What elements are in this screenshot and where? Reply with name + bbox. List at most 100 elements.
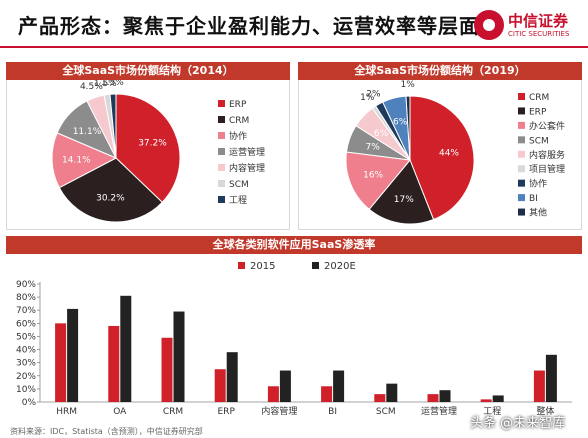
legend-swatch xyxy=(518,107,525,115)
legend-label: 工程 xyxy=(229,195,247,206)
legend-label: CRM xyxy=(529,93,549,103)
pie-slice-label: 1% xyxy=(360,93,375,103)
pie-2014-chart: 37.2% 30.2% 14.1% 11.1% 4.5%1.5%1.5% ERP CRM 协作… xyxy=(51,80,265,223)
x-tick-label: 整体 xyxy=(536,405,554,417)
pie-slice-label: 1.5% xyxy=(101,80,124,88)
x-tick-label: 工程 xyxy=(483,406,501,417)
page-title: 产品形态：聚焦于企业盈利能力、运营效率等层面 xyxy=(18,14,480,38)
legend-swatch xyxy=(518,165,525,173)
legend-swatch xyxy=(518,93,525,100)
bar-2020E-4 xyxy=(279,370,291,402)
legend-label: SCM xyxy=(529,136,549,146)
legend-label: 协作 xyxy=(229,130,247,142)
pie-2014-title: 全球SaaS市场份额结构（2014） xyxy=(6,62,290,80)
legend-label: 协作 xyxy=(529,178,547,190)
pie-slice-8 xyxy=(405,95,411,161)
pie-slice-2 xyxy=(345,151,411,211)
legend-label: 内容管理 xyxy=(229,162,265,174)
pie-slice-label: 6% xyxy=(374,129,389,139)
legend-label: 其他 xyxy=(529,207,547,219)
bar-2015-5 xyxy=(321,386,333,402)
pie-slice-1 xyxy=(368,159,435,225)
bar-2020E-5 xyxy=(333,370,345,402)
brand-logo: 中信证券 CITIC SECURITIES xyxy=(474,6,584,46)
legend-swatch xyxy=(518,121,525,129)
y-tick-label: 50% xyxy=(16,332,36,342)
header-rule xyxy=(0,46,588,48)
pie-slice-label: 1.5% xyxy=(94,80,117,89)
legend-swatch xyxy=(218,164,225,171)
bar-legend-label: 2020E xyxy=(324,261,356,272)
x-tick-label: HRM xyxy=(56,407,77,417)
y-tick-label: 80% xyxy=(16,293,36,303)
legend-label: ERP xyxy=(529,107,547,117)
bar-2015-4 xyxy=(267,386,279,402)
legend-swatch xyxy=(518,150,525,158)
x-tick-label: 运营管理 xyxy=(421,405,457,417)
y-tick-label: 20% xyxy=(16,372,36,382)
x-tick-label: BI xyxy=(328,407,337,417)
y-tick-label: 30% xyxy=(16,359,36,369)
bar-2020E-7 xyxy=(439,390,451,402)
pie-slice-2 xyxy=(51,132,118,189)
x-tick-label: CRM xyxy=(163,407,183,417)
bar-2015-0 xyxy=(55,323,67,402)
legend-swatch xyxy=(518,208,525,216)
bar-2015-1 xyxy=(108,325,120,402)
bar-legend-swatch xyxy=(238,262,245,269)
bar-2020E-6 xyxy=(386,383,398,402)
bar-2015-7 xyxy=(427,394,439,402)
legend-swatch xyxy=(218,100,225,107)
pie-slice-6 xyxy=(109,93,117,159)
bar-2015-9 xyxy=(533,370,545,402)
bar-2020E-3 xyxy=(226,352,238,402)
legend-label: 项目管理 xyxy=(529,163,565,175)
pie-slice-label: 6% xyxy=(393,118,408,128)
pie-2019-title: 全球SaaS市场份额结构（2019） xyxy=(298,62,582,80)
pie-slice-label: 7% xyxy=(366,143,381,153)
legend-swatch xyxy=(518,136,525,144)
bar-chart: 2015 2020E 0% 10% 20% 30% 40% 50% 60% 70% 80% 90% HR… xyxy=(16,261,572,417)
bar-2015-3 xyxy=(214,369,226,402)
pie-slice-label: 11.1% xyxy=(73,127,102,137)
bar-2020E-9 xyxy=(545,354,557,402)
legend-swatch xyxy=(218,132,225,139)
watermark: 头条 @未来智库 xyxy=(470,416,566,431)
bar-chart-title: 全球各类别软件应用SaaS渗透率 xyxy=(6,236,582,254)
logo-text: 中信证券 xyxy=(508,12,569,30)
y-tick-label: 0% xyxy=(22,398,37,408)
bar-2020E-2 xyxy=(173,311,185,402)
pie-slice-label: 44% xyxy=(439,149,459,159)
bar-2015-2 xyxy=(161,337,173,402)
y-tick-label: 60% xyxy=(16,319,36,329)
pie-slice-label: 4.5% xyxy=(80,82,103,92)
source-note: 资料来源：IDC，Statista（含预测），中信证券研究部 xyxy=(10,427,203,436)
x-tick-label: SCM xyxy=(376,407,396,417)
legend-swatch xyxy=(218,196,225,203)
x-tick-label: OA xyxy=(113,407,127,417)
bar-2020E-1 xyxy=(120,295,132,402)
legend-swatch xyxy=(218,148,225,155)
legend-label: CRM xyxy=(229,116,249,126)
pie-slice-0 xyxy=(409,95,475,221)
legend-label: 办公套件 xyxy=(529,120,565,132)
x-tick-label: 内容管理 xyxy=(261,405,297,417)
bar-2015-6 xyxy=(374,394,386,402)
y-tick-label: 90% xyxy=(16,280,36,290)
bar-2020E-0 xyxy=(67,308,79,402)
y-tick-label: 40% xyxy=(16,346,36,356)
pie-slice-label: 2% xyxy=(366,89,381,99)
bar-2020E-8 xyxy=(492,395,504,402)
pie-slice-1 xyxy=(58,157,163,223)
pie-slice-label: 16% xyxy=(363,171,383,181)
bar-legend-swatch xyxy=(312,262,319,269)
pie-slice-label: 1% xyxy=(400,80,415,90)
pie-slice-label: 37.2% xyxy=(138,138,167,148)
legend-label: 运营管理 xyxy=(229,146,265,158)
pie-slice-label: 14.1% xyxy=(62,156,91,166)
y-tick-label: 70% xyxy=(16,306,36,316)
bar-2015-8 xyxy=(480,399,492,402)
legend-label: ERP xyxy=(229,100,247,110)
pie-slice-0 xyxy=(115,93,181,203)
pie-2019-chart: 44%17%16%7%6%1%2%6%1%CRMERP办公套件SCM内容服务项目… xyxy=(345,80,565,225)
